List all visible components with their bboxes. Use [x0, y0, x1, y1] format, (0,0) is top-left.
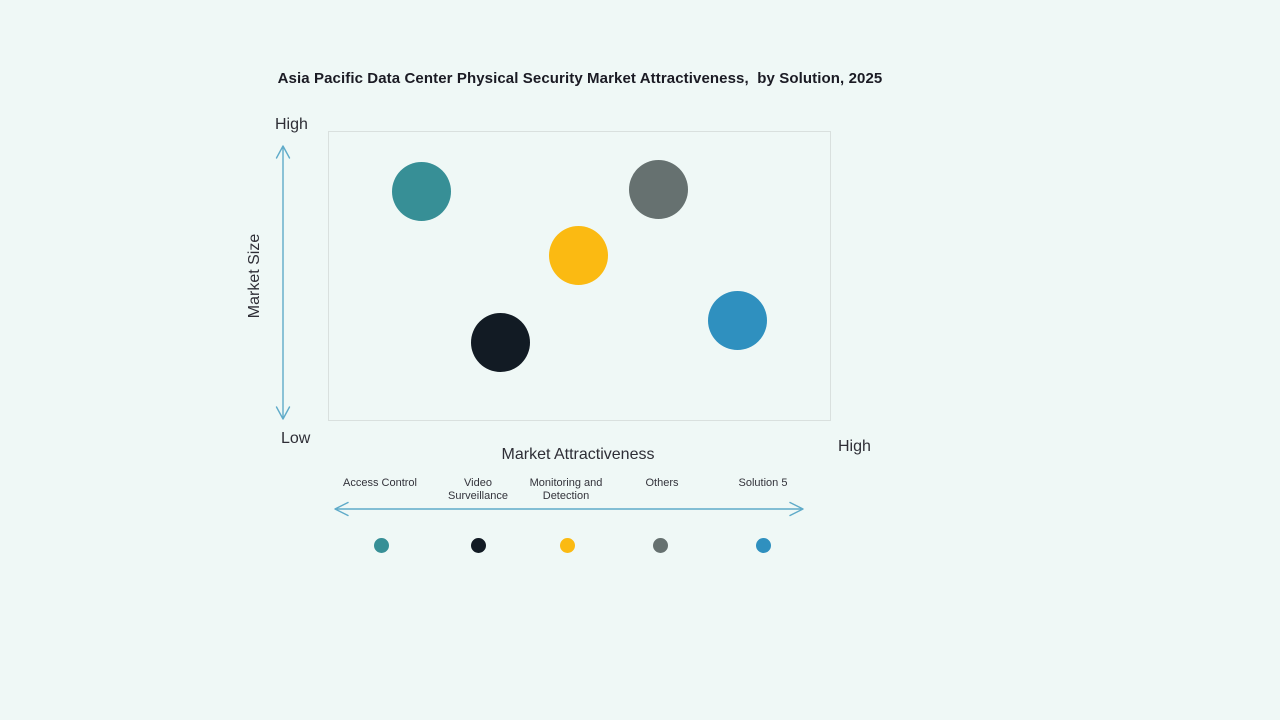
legend-dot-others — [653, 538, 668, 553]
legend-dot-solution-5 — [756, 538, 771, 553]
x-category-label-monitoring-and-detection: Monitoring and Detection — [529, 477, 603, 502]
x-category-label-video-surveillance: Video Surveillance — [448, 477, 508, 502]
bubble-access-control — [392, 161, 452, 221]
bubble-solution-5 — [707, 291, 767, 351]
x-category-label-solution-5: Solution 5 — [738, 477, 788, 489]
chart-title: Asia Pacific Data Center Physical Securi… — [277, 70, 883, 87]
x-axis-arrowhead-right — [789, 501, 804, 517]
bubble-monitoring-and-detection — [549, 225, 609, 285]
plot-area — [328, 131, 831, 421]
x-axis-arrowhead-left — [334, 501, 349, 517]
y-axis-high-label: High — [275, 116, 308, 133]
legend-dot-video-surveillance — [471, 538, 486, 553]
x-category-label-others: Others — [645, 477, 679, 489]
x-axis-title: Market Attractiveness — [501, 446, 655, 463]
bubble-video-surveillance — [470, 312, 530, 372]
legend-dot-monitoring-and-detection — [560, 538, 575, 553]
legend-dot-access-control — [374, 538, 389, 553]
x-axis-high-label: High — [838, 438, 871, 455]
y-axis-arrowhead-top — [275, 145, 291, 159]
bubble-others — [629, 160, 689, 220]
y-axis-title: Market Size — [246, 233, 263, 319]
y-axis-low-label: Low — [281, 430, 311, 447]
y-axis-arrowhead-bottom — [275, 406, 291, 420]
x-category-label-access-control: Access Control — [343, 477, 417, 489]
